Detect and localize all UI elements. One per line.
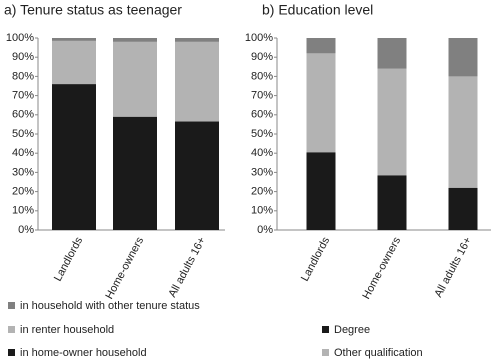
y-tick-label: 70%	[12, 90, 34, 102]
bar-segment	[448, 76, 478, 188]
x-tick-label: All adults 16+	[166, 235, 208, 299]
bar-segment	[377, 68, 407, 176]
y-tick-label: 0%	[18, 224, 34, 236]
x-tick-label: Home-owners	[103, 235, 146, 302]
x-tick-label: Landlords	[52, 235, 86, 284]
legend-swatch	[322, 326, 329, 333]
y-tick-label: 50%	[251, 128, 273, 140]
legend-label: in renter household	[20, 324, 114, 336]
x-tick-label: Home-owners	[360, 235, 403, 302]
bar-segment	[306, 152, 336, 230]
y-tick-label: 90%	[251, 51, 273, 63]
y-tick-label: 50%	[12, 128, 34, 140]
x-tick-label: All adults 16+	[432, 235, 474, 299]
bar-segment	[113, 41, 157, 117]
bar-segment	[175, 121, 219, 230]
legend-label: in household with other tenure status	[20, 300, 200, 312]
y-tick-label: 60%	[12, 109, 34, 121]
y-tick-label: 80%	[251, 70, 273, 82]
y-tick-label: 90%	[12, 51, 34, 63]
y-tick-label: 10%	[251, 205, 273, 217]
bar-segment	[113, 116, 157, 230]
legend-swatch	[8, 326, 15, 333]
bar-segment	[448, 38, 478, 77]
bar-segment	[306, 38, 336, 54]
y-tick-label: 30%	[12, 166, 34, 178]
bar-segment	[306, 53, 336, 153]
y-tick-label: 40%	[251, 147, 273, 159]
y-tick-label: 60%	[251, 109, 273, 121]
y-tick-label: 30%	[251, 166, 273, 178]
legend-swatch	[8, 349, 15, 356]
legend-swatch	[8, 302, 15, 309]
bar-segment	[377, 175, 407, 230]
y-tick-label: 0%	[257, 224, 273, 236]
bar-segment	[175, 38, 219, 42]
y-tick-label: 100%	[245, 32, 273, 44]
chart-title: b) Education level	[262, 2, 373, 18]
legend-swatch	[322, 349, 329, 356]
chart-title: a) Tenure status as teenager	[4, 2, 182, 18]
y-tick-label: 70%	[251, 90, 273, 102]
y-tick-label: 100%	[6, 32, 34, 44]
bar-segment	[52, 40, 96, 85]
bar-segment	[52, 38, 96, 41]
y-tick-label: 10%	[12, 205, 34, 217]
legend-label: in home-owner household	[20, 347, 147, 359]
bar-segment	[113, 38, 157, 42]
bar-segment	[448, 187, 478, 230]
legend-label: Degree	[334, 324, 370, 336]
y-tick-label: 20%	[251, 186, 273, 198]
bar-segment	[175, 41, 219, 122]
bar-segment	[377, 38, 407, 69]
y-tick-label: 20%	[12, 186, 34, 198]
bar-segment	[52, 84, 96, 230]
y-tick-label: 40%	[12, 147, 34, 159]
legend-label: Other qualification	[334, 347, 423, 359]
y-tick-label: 80%	[12, 70, 34, 82]
x-tick-label: Landlords	[299, 235, 333, 284]
